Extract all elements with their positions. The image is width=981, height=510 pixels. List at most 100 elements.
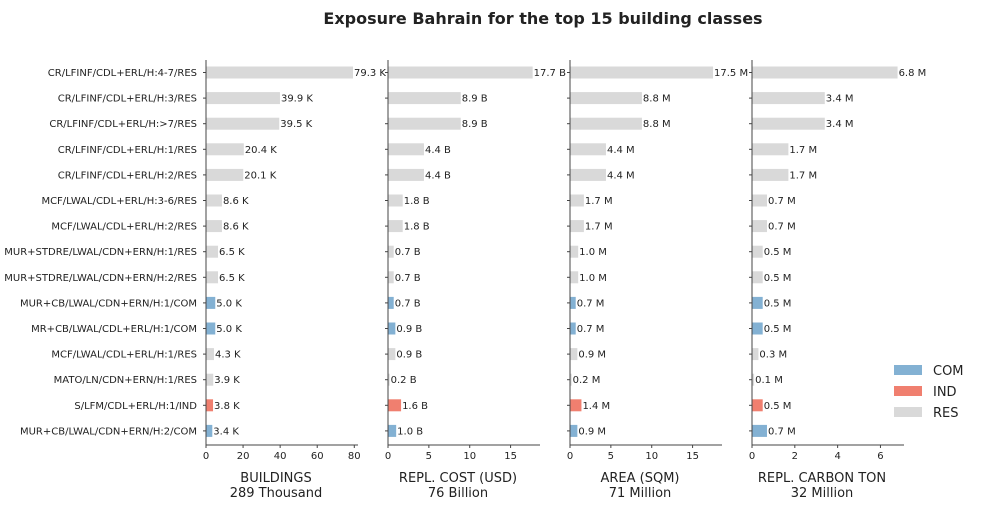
x-tick-label: 0: [749, 451, 755, 462]
data-label: 3.4 M: [826, 94, 854, 105]
bar: [752, 117, 825, 130]
bar: [570, 168, 606, 181]
category-label: MUR+CB/LWAL/CDN+ERN/H:1/COM: [20, 298, 197, 309]
bar: [570, 92, 642, 105]
data-label: 8.6 K: [223, 222, 249, 233]
data-label: 17.7 B: [534, 68, 566, 79]
bar: [206, 66, 353, 79]
bar: [752, 296, 763, 309]
data-label: 20.1 K: [244, 170, 276, 181]
category-label: MCF/LWAL/CDL+ERL/H:3-6/RES: [41, 196, 197, 207]
category-label: CR/LFINF/CDL+ERL/H:2/RES: [58, 170, 197, 181]
data-label: 8.9 B: [462, 119, 488, 130]
data-label: 8.8 M: [643, 94, 671, 105]
data-label: 0.5 M: [764, 298, 792, 309]
data-label: 1.4 M: [582, 401, 610, 412]
bar: [388, 117, 461, 130]
data-label: 4.4 M: [607, 145, 635, 156]
bar: [752, 424, 767, 437]
bar: [388, 373, 390, 386]
bar: [206, 168, 244, 181]
x-tick-label: 4: [834, 451, 840, 462]
data-label: 3.4 K: [213, 426, 239, 437]
x-tick-label: 5: [426, 451, 432, 462]
bar: [570, 271, 579, 284]
legend-label-com: COM: [933, 364, 964, 379]
bar: [388, 220, 403, 233]
bar: [388, 322, 396, 335]
legend-swatch-ind: [894, 386, 922, 396]
data-label: 0.7 M: [768, 196, 796, 207]
data-label: 6.5 K: [219, 247, 245, 258]
data-label: 1.7 M: [789, 170, 817, 181]
x-tick-label: 2: [792, 451, 798, 462]
bar: [570, 424, 578, 437]
data-label: 0.7 M: [577, 298, 605, 309]
x-axis-total: 76 Billion: [428, 486, 488, 501]
data-label: 39.9 K: [281, 94, 313, 105]
bar: [206, 348, 214, 361]
data-label: 3.9 K: [214, 375, 240, 386]
x-axis-total: 32 Million: [791, 486, 854, 501]
x-tick-label: 0: [567, 451, 573, 462]
data-label: 0.2 M: [573, 375, 601, 386]
data-label: 1.8 B: [404, 196, 430, 207]
data-label: 6.5 K: [219, 273, 245, 284]
bar: [570, 296, 576, 309]
data-label: 0.7 B: [395, 247, 421, 258]
data-label: 0.5 M: [764, 401, 792, 412]
data-label: 4.4 M: [607, 170, 635, 181]
bar: [752, 271, 763, 284]
category-label: MR+CB/LWAL/CDL+ERL/H:1/COM: [31, 324, 197, 335]
bar: [206, 399, 214, 412]
x-tick-label: 5: [608, 451, 614, 462]
bar: [570, 373, 572, 386]
x-tick-label: 0: [203, 451, 209, 462]
category-label: MATO/LN/CDN+ERN/H:1/RES: [54, 375, 197, 386]
bar: [388, 424, 397, 437]
data-label: 39.5 K: [280, 119, 312, 130]
data-label: 0.7 M: [768, 426, 796, 437]
x-tick-label: 10: [645, 451, 658, 462]
bar: [388, 66, 533, 79]
bar: [752, 373, 755, 386]
category-label: S/LFM/CDL+ERL/H:1/IND: [74, 401, 197, 412]
bar: [206, 296, 216, 309]
data-label: 4.3 K: [215, 350, 241, 361]
chart-panels: 79.3 K CR/LFINF/CDL+ERL/H:4-7/RES 39.9 K CR…: [4, 60, 926, 501]
data-label: 1.6 B: [402, 401, 428, 412]
data-label: 1.8 B: [404, 222, 430, 233]
bar: [388, 399, 402, 412]
data-label: 5.0 K: [216, 298, 242, 309]
x-axis-total: 289 Thousand: [230, 486, 323, 501]
bar: [752, 168, 789, 181]
x-tick-label: 80: [348, 451, 361, 462]
data-label: 20.4 K: [245, 145, 277, 156]
x-tick-label: 10: [463, 451, 476, 462]
bar: [752, 143, 789, 156]
data-label: 8.6 K: [223, 196, 249, 207]
x-tick-label: 60: [311, 451, 324, 462]
panel-3: 17.5 M 8.8 M 8.8 M 4.4 M 4.4 M 1.7 M 1.7 M 1.0 …: [567, 60, 748, 501]
panel-2: 17.7 B 8.9 B 8.9 B 4.4 B 4.4 B 1.8 B 1.8 B 0.7 …: [385, 60, 566, 501]
data-label: 6.8 M: [899, 68, 927, 79]
data-label: 0.5 M: [764, 324, 792, 335]
data-label: 4.4 B: [425, 145, 451, 156]
bar: [388, 245, 394, 258]
bar: [752, 92, 825, 105]
bar: [570, 245, 579, 258]
bar: [570, 220, 584, 233]
bar: [752, 194, 767, 207]
legend-label-res: RES: [933, 406, 959, 421]
data-label: 8.8 M: [643, 119, 671, 130]
legend-label-ind: IND: [933, 385, 957, 400]
category-label: MUR+STDRE/LWAL/CDN+ERN/H:2/RES: [4, 273, 197, 284]
data-label: 0.2 B: [391, 375, 417, 386]
bar: [388, 271, 394, 284]
bar: [570, 194, 584, 207]
bar: [388, 168, 424, 181]
x-tick-label: 6: [877, 451, 883, 462]
bar: [206, 424, 213, 437]
bar: [206, 373, 214, 386]
